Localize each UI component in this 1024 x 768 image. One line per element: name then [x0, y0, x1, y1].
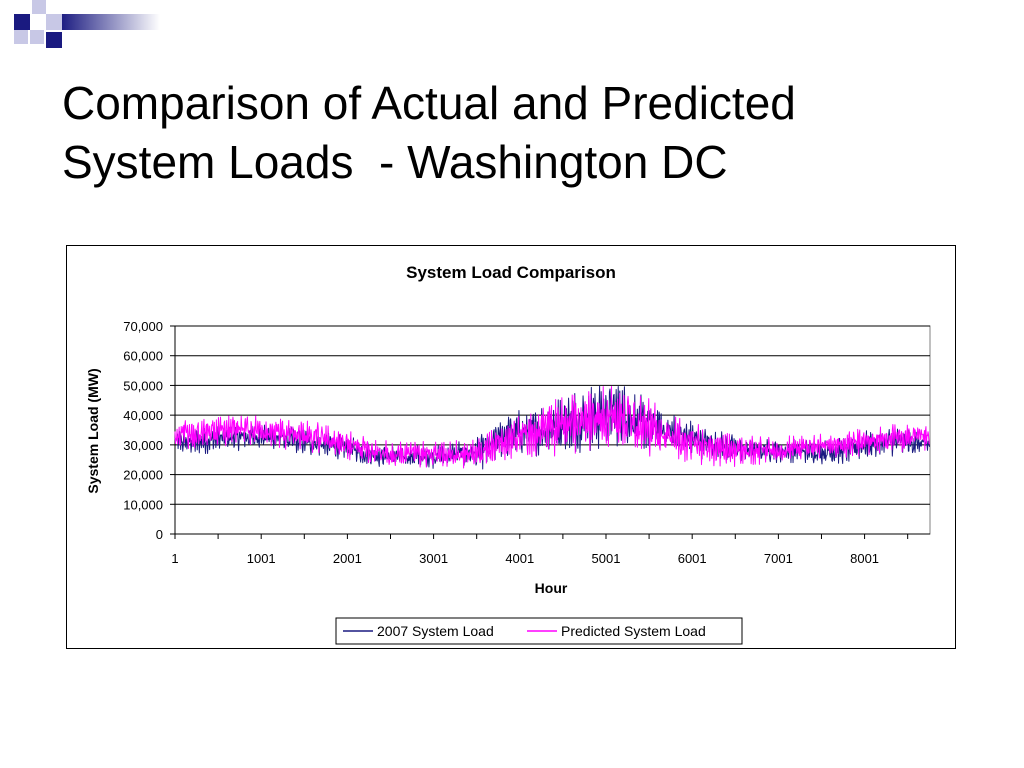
x-tick-label: 6001 [678, 551, 707, 566]
legend-label-actual: 2007 System Load [377, 623, 494, 639]
x-tick-label: 5001 [592, 551, 621, 566]
x-axis-label: Hour [535, 580, 568, 596]
legend: 2007 System Load Predicted System Load [335, 617, 743, 645]
y-tick-label: 60,000 [123, 349, 163, 364]
deco-square [14, 14, 30, 30]
y-tick-label: 20,000 [123, 468, 163, 483]
slide-title-line-2: System Loads - Washington DC [62, 136, 728, 188]
y-tick-label: 0 [156, 527, 163, 542]
y-tick-label: 70,000 [123, 319, 163, 334]
x-tick-label: 1001 [247, 551, 276, 566]
x-tick-label: 4001 [505, 551, 534, 566]
chart-container: System Load Comparison System Load (MW) … [66, 245, 956, 649]
y-tick-label: 40,000 [123, 408, 163, 423]
slide-title: Comparison of Actual and Predicted Syste… [62, 74, 1002, 192]
x-tick-label: 1 [171, 551, 178, 566]
legend-label-predicted: Predicted System Load [561, 623, 706, 639]
corner-decoration [14, 0, 160, 48]
deco-gradient-bar [60, 14, 160, 30]
chart-title: System Load Comparison [406, 263, 616, 282]
deco-square [46, 32, 62, 48]
x-tick-label: 8001 [850, 551, 879, 566]
y-tick-label: 30,000 [123, 438, 163, 453]
x-tick-label: 2001 [333, 551, 362, 566]
y-tick-label: 50,000 [123, 378, 163, 393]
slide-title-line-1: Comparison of Actual and Predicted [62, 77, 796, 129]
line-chart: System Load Comparison System Load (MW) … [85, 263, 931, 645]
x-tick-label: 7001 [764, 551, 793, 566]
y-axis-label: System Load (MW) [85, 368, 101, 493]
deco-square [46, 14, 62, 30]
deco-square [30, 30, 44, 44]
y-tick-label: 10,000 [123, 497, 163, 512]
x-tick-label: 3001 [419, 551, 448, 566]
deco-square [32, 0, 46, 14]
deco-square [14, 30, 28, 44]
series-line-predicted [174, 385, 931, 469]
